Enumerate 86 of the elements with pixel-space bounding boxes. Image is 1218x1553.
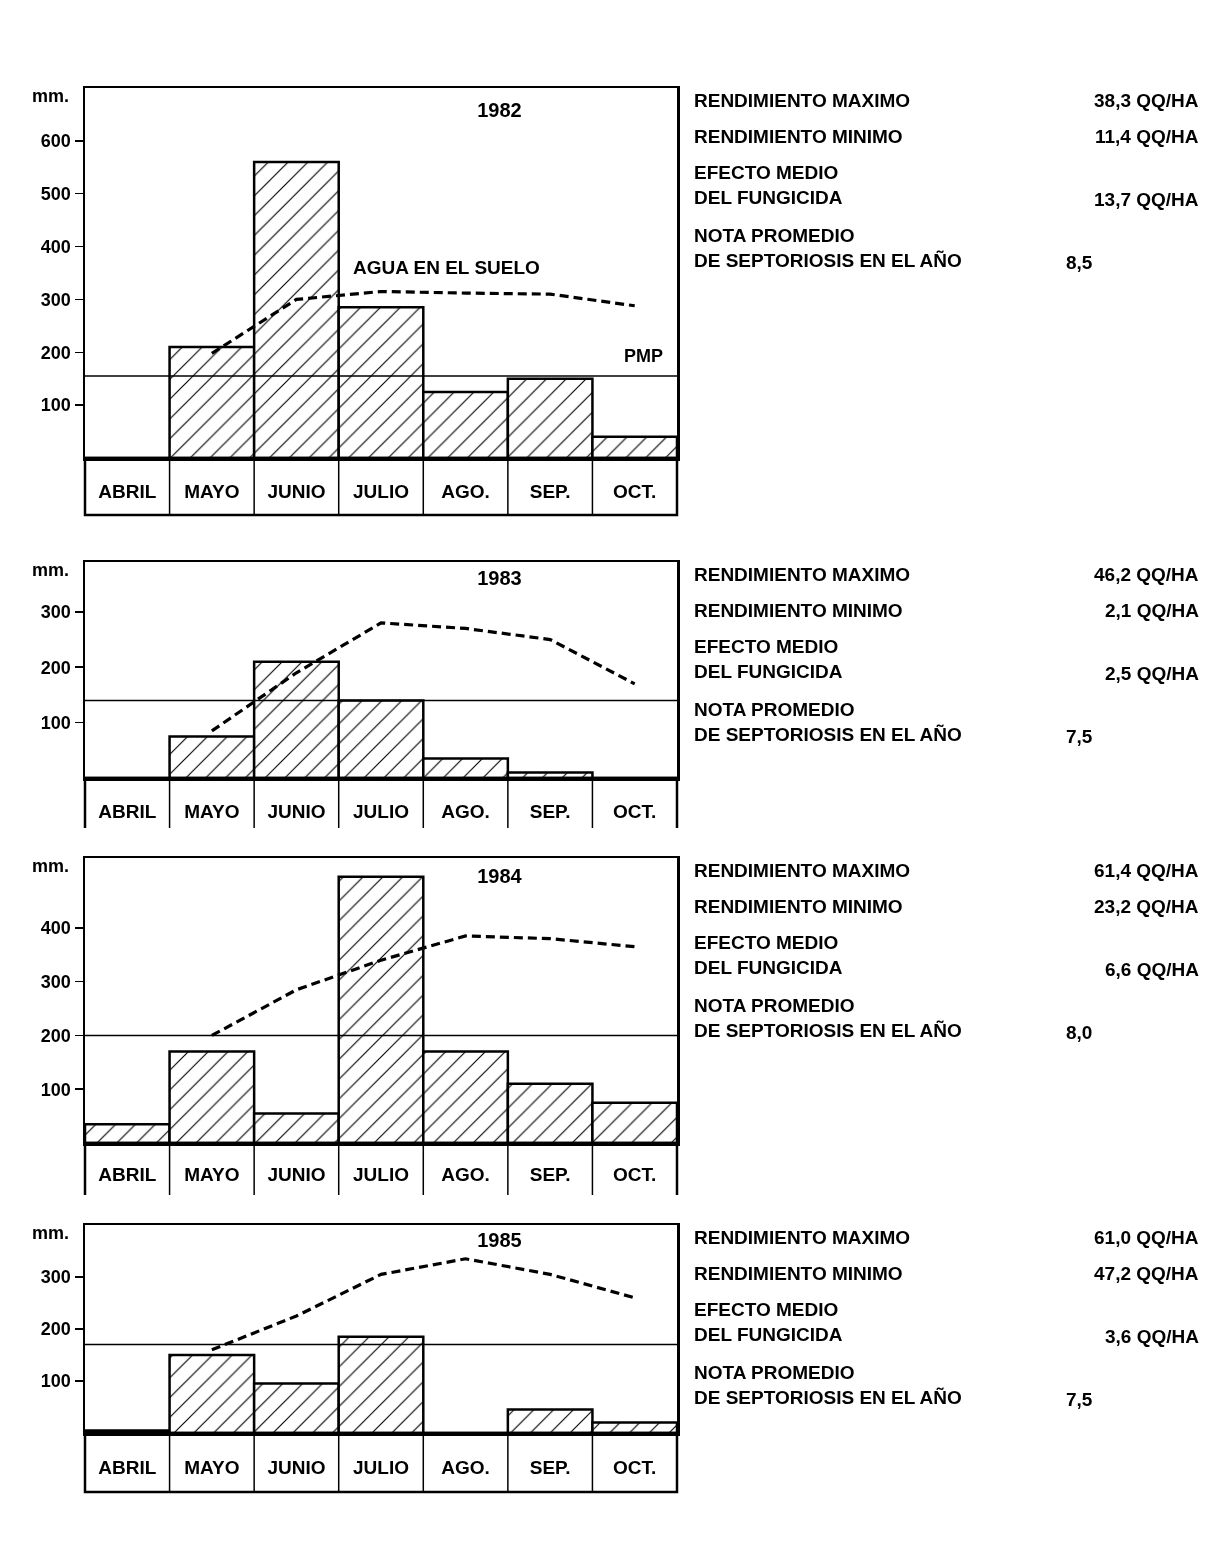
text: RENDIMIENTO MINIMO [694,126,903,147]
x-tick-label: MAYO [184,1164,240,1186]
text: 8,0 [1066,1022,1093,1043]
text: EFECTO MEDIO DEL FUNGICIDA [694,162,843,208]
y-axis-title: mm. [32,86,70,106]
text: 7,5 [1066,1389,1093,1410]
y-tick-label: 300 [40,1267,71,1288]
x-tick-label: AGO. [441,800,490,822]
text: 3,6 QQ/HA [1105,1326,1200,1347]
text: RENDIMIENTO MINIMO [694,896,903,917]
x-tick-label: OCT. [613,480,657,502]
x-tick-label: ABRIL [98,1456,157,1478]
x-tick-label: JULIO [353,1164,409,1186]
y-tick-label: 100 [40,1371,71,1392]
text: NOTA PROMEDIO DE SEPTORIOSIS EN EL AÑO [694,699,962,745]
y-axis-title: mm. [32,560,70,580]
text: 23,2 QQ/HA [1094,896,1199,917]
text: 47,2 QQ/HA [1094,1263,1199,1284]
text: 7,5 [1066,726,1093,747]
y-tick-label: 500 [40,184,71,205]
chart-title: 1983 [477,566,522,589]
text: EFECTO MEDIO DEL FUNGICIDA [694,1299,843,1345]
y-tick-label: 200 [40,1025,71,1046]
y-tick-label: 300 [40,971,71,992]
x-tick-label: AGO. [441,1456,490,1478]
x-tick-label: MAYO [184,480,240,502]
y-tick-label: 200 [40,342,71,363]
y-tick-label: 300 [40,289,71,310]
text: 6,6 QQ/HA [1105,959,1200,980]
x-tick-label: JULIO [353,800,409,822]
text: RENDIMIENTO MAXIMO [694,90,911,111]
x-tick-label: ABRIL [98,480,157,502]
text: 61,0 QQ/HA [1094,1227,1199,1248]
x-tick-label: AGO. [441,1164,490,1186]
x-tick-label: JUNIO [267,1456,326,1478]
text: RENDIMIENTO MAXIMO [694,860,911,881]
x-tick-label: JULIO [353,480,409,502]
y-axis-title: mm. [32,856,70,876]
x-tick-label: MAYO [184,1456,240,1478]
text: 2,1 QQ/HA [1105,600,1200,621]
chart-title: 1984 [477,865,523,888]
text: EFECTO MEDIO DEL FUNGICIDA [694,932,843,978]
series-label: AGUA EN EL SUELO [353,257,540,278]
y-tick-label: 200 [40,657,71,678]
text: 38,3 QQ/HA [1094,90,1199,111]
y-tick-label: 400 [40,918,71,939]
y-tick-label: 200 [40,1319,71,1340]
x-tick-label: JUNIO [267,480,326,502]
x-tick-label: JULIO [353,1456,409,1478]
text: NOTA PROMEDIO DE SEPTORIOSIS EN EL AÑO [694,225,962,271]
x-tick-label: SEP. [529,480,571,502]
y-tick-label: 400 [40,236,71,257]
text: NOTA PROMEDIO DE SEPTORIOSIS EN EL AÑO [694,995,962,1041]
text: 8,5 [1066,252,1093,273]
text: 11,4 QQ/HA [1095,126,1199,147]
text: EFECTO MEDIO DEL FUNGICIDA [694,636,843,682]
x-tick-label: MAYO [184,800,240,822]
x-tick-label: ABRIL [98,800,157,822]
text: RENDIMIENTO MINIMO [694,1263,903,1284]
x-tick-label: OCT. [613,1164,657,1186]
x-tick-label: SEP. [529,800,571,822]
text: RENDIMIENTO MINIMO [694,600,903,621]
text: 1982 [477,98,522,121]
x-tick-label: SEP. [529,1164,571,1186]
x-tick-label: ABRIL [98,1164,157,1186]
text: RENDIMIENTO MAXIMO [694,1227,911,1248]
y-tick-label: 100 [40,395,71,416]
y-tick-label: 100 [40,712,71,733]
y-tick-label: 300 [40,602,71,623]
text: NOTA PROMEDIO DE SEPTORIOSIS EN EL AÑO [694,1362,962,1408]
y-tick-label: 600 [40,131,71,152]
text: RENDIMIENTO MAXIMO [694,564,911,585]
x-tick-label: OCT. [613,800,657,822]
y-axis-title: mm. [32,1223,70,1243]
x-tick-label: JUNIO [267,800,326,822]
text: 13,7 QQ/HA [1094,189,1199,210]
text: 61,4 QQ/HA [1094,860,1199,881]
ref-line-label: PMP [624,346,664,366]
x-tick-label: SEP. [529,1456,571,1478]
chart-title: 1985 [477,1229,522,1252]
x-tick-label: AGO. [441,480,490,502]
x-tick-label: OCT. [613,1456,657,1478]
x-tick-label: JUNIO [267,1164,326,1186]
text: 2,5 QQ/HA [1105,663,1200,684]
y-tick-label: 100 [40,1079,71,1100]
text: 46,2 QQ/HA [1094,564,1199,585]
